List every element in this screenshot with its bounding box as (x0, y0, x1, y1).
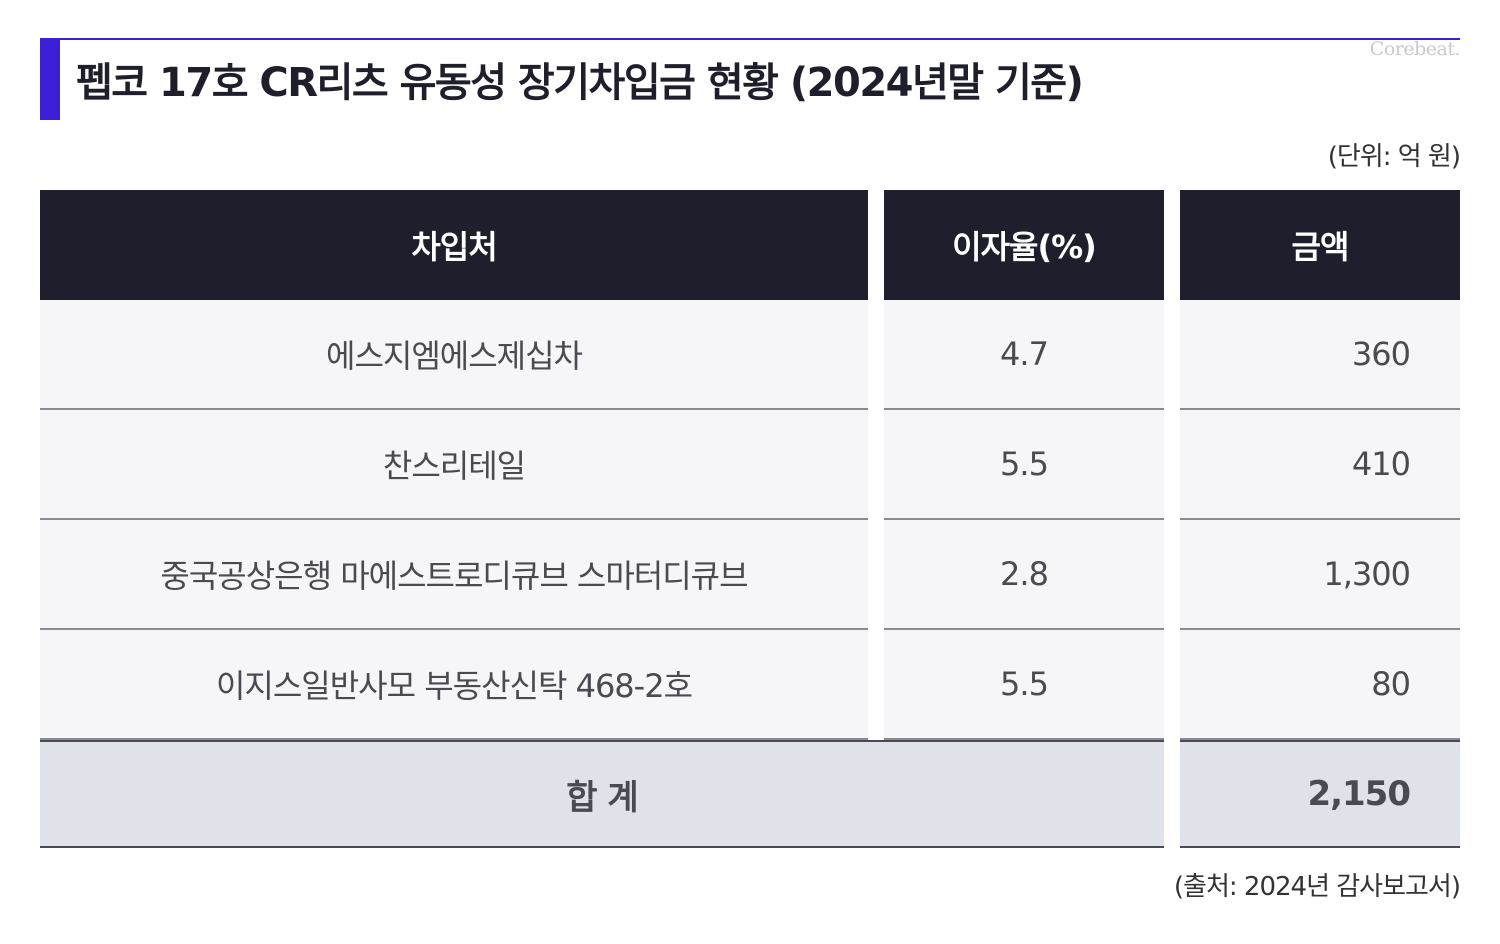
brand-logo: Corebeat. (1369, 38, 1461, 60)
chart-title: 펩코 17호 CR리츠 유동성 장기차입금 현황 (2024년말 기준) (76, 60, 1084, 106)
source-note: (출처: 2024년 감사보고서) (1173, 872, 1461, 902)
total-label: 합 계 (40, 740, 1164, 848)
cell-amount: 360 (1180, 300, 1460, 410)
cell-lender: 찬스리테일 (40, 410, 868, 520)
cell-rate: 4.7 (884, 300, 1164, 410)
cell-rate: 5.5 (884, 630, 1164, 740)
cell-amount: 410 (1180, 410, 1460, 520)
title-accent-bar (40, 38, 60, 120)
column-header-rate: 이자율(%) (884, 190, 1164, 300)
unit-note: (단위: 억 원) (1327, 142, 1461, 172)
cell-rate: 5.5 (884, 410, 1164, 520)
cell-amount: 1,300 (1180, 520, 1460, 630)
cell-lender: 이지스일반사모 부동산신탁 468-2호 (40, 630, 868, 740)
column-header-amount: 금액 (1180, 190, 1460, 300)
cell-amount: 80 (1180, 630, 1460, 740)
column-header-lender: 차입처 (40, 190, 868, 300)
cell-lender: 중국공상은행 마에스트로디큐브 스마터디큐브 (40, 520, 868, 630)
title-rule (40, 38, 1460, 40)
total-amount: 2,150 (1180, 740, 1460, 848)
cell-rate: 2.8 (884, 520, 1164, 630)
cell-lender: 에스지엠에스제십차 (40, 300, 868, 410)
